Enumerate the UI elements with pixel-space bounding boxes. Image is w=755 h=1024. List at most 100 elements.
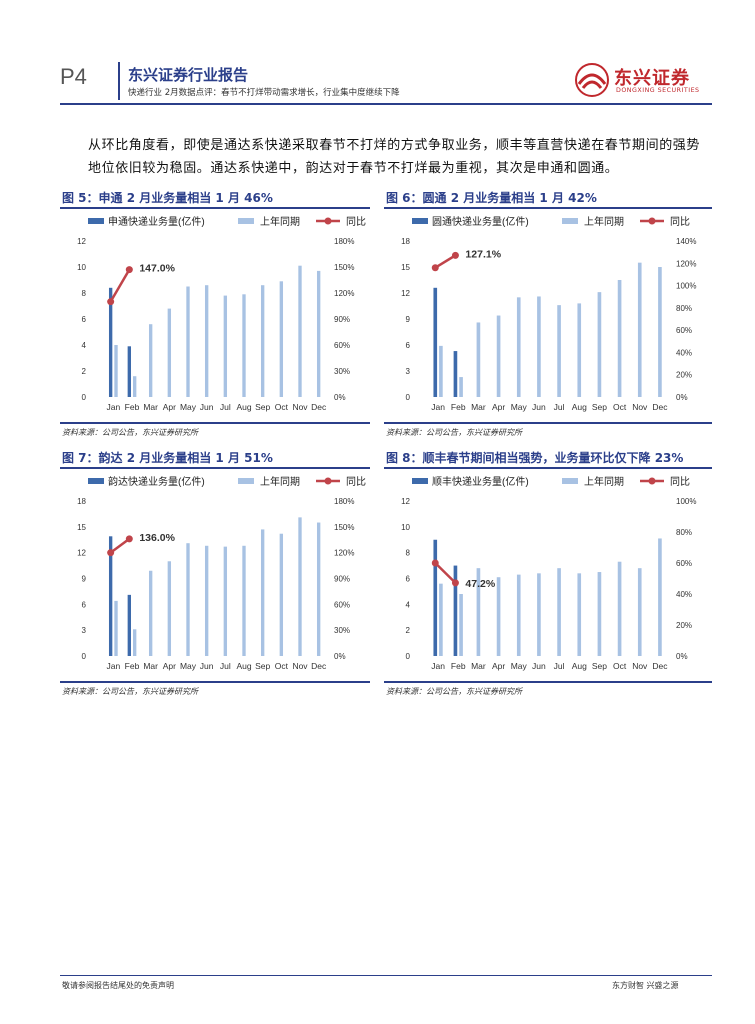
bar-prior bbox=[459, 377, 463, 397]
y2-tick-label: 0% bbox=[676, 652, 688, 661]
y2-tick-label: 80% bbox=[676, 304, 692, 313]
y2-tick-label: 0% bbox=[334, 393, 346, 402]
x-tick-label: Sep bbox=[255, 661, 270, 671]
page-number: P4 bbox=[60, 64, 87, 89]
x-tick-label: Jan bbox=[106, 402, 120, 412]
x-tick-label: Aug bbox=[572, 661, 587, 671]
legend-label-yoy: 同比 bbox=[346, 476, 366, 488]
y2-tick-label: 40% bbox=[676, 590, 692, 599]
yoy-annotation: 47.2% bbox=[465, 578, 495, 590]
bar-prior bbox=[114, 345, 118, 397]
x-tick-label: Sep bbox=[592, 402, 607, 412]
bar-prior bbox=[242, 294, 246, 397]
y2-tick-label: 180% bbox=[334, 497, 354, 506]
legend-marker-yoy bbox=[648, 477, 656, 485]
y2-tick-label: 120% bbox=[334, 549, 354, 558]
figure-7-rule bbox=[60, 467, 370, 469]
yoy-point bbox=[107, 549, 115, 557]
bar-prior bbox=[557, 305, 561, 397]
bar-prior bbox=[148, 324, 153, 397]
figure-8-source: 资料来源：公司公告，东兴证券研究所 bbox=[386, 687, 522, 696]
legend-swatch-current bbox=[412, 218, 428, 224]
y-tick-label: 18 bbox=[77, 497, 86, 506]
y2-tick-label: 60% bbox=[676, 326, 692, 335]
x-tick-label: May bbox=[511, 402, 528, 412]
legend-swatch-prior bbox=[238, 218, 254, 224]
bar-prior bbox=[279, 281, 284, 397]
bar-prior bbox=[439, 345, 443, 397]
figure-6-source: 资料来源：公司公告，东兴证券研究所 bbox=[386, 428, 522, 437]
x-tick-label: Nov bbox=[632, 661, 648, 671]
x-tick-label: Dec bbox=[652, 402, 668, 412]
figure-5-rule bbox=[60, 207, 370, 209]
bar-prior bbox=[223, 295, 228, 397]
y-tick-label: 9 bbox=[406, 315, 411, 324]
y-tick-label: 10 bbox=[401, 523, 410, 532]
bar-current bbox=[127, 594, 131, 656]
x-tick-label: Mar bbox=[143, 402, 158, 412]
y-tick-label: 12 bbox=[401, 497, 410, 506]
footer-slogan: 东方财智 兴盛之源 bbox=[612, 981, 679, 990]
x-tick-label: May bbox=[180, 661, 197, 671]
bar-prior bbox=[186, 543, 190, 656]
x-tick-label: Apr bbox=[163, 402, 176, 412]
x-tick-label: Mar bbox=[471, 661, 486, 671]
y2-tick-label: 30% bbox=[334, 626, 350, 635]
y2-tick-label: 140% bbox=[676, 237, 696, 246]
legend-swatch-prior bbox=[238, 478, 254, 484]
y-tick-label: 8 bbox=[82, 289, 87, 298]
y-tick-label: 0 bbox=[406, 393, 411, 402]
bar-prior bbox=[658, 538, 662, 656]
bar-prior bbox=[260, 529, 265, 656]
y2-tick-label: 20% bbox=[676, 371, 692, 380]
x-tick-label: Nov bbox=[632, 402, 648, 412]
bar-prior bbox=[242, 545, 246, 656]
figure-6-bottom-rule bbox=[384, 422, 712, 424]
y-tick-label: 0 bbox=[406, 652, 411, 661]
x-tick-label: Aug bbox=[572, 402, 587, 412]
yoy-line bbox=[434, 562, 457, 584]
x-tick-label: Jul bbox=[220, 661, 231, 671]
y2-tick-label: 20% bbox=[676, 621, 692, 630]
y-tick-label: 12 bbox=[77, 549, 86, 558]
figure-7-chart: 韵达快递业务量(亿件) 上年同期 同比03691215180%30%60%90%12… bbox=[77, 475, 366, 671]
bar-prior bbox=[537, 573, 541, 656]
y-tick-label: 2 bbox=[82, 367, 87, 376]
bar-prior bbox=[557, 568, 561, 656]
figure-5-bottom-rule bbox=[60, 422, 370, 424]
legend-swatch-current bbox=[412, 478, 428, 484]
legend-label-current: 韵达快递业务量(亿件) bbox=[108, 475, 205, 488]
bar-prior bbox=[617, 561, 622, 656]
y-tick-label: 18 bbox=[401, 237, 410, 246]
legend-swatch-current bbox=[88, 218, 104, 224]
y-tick-label: 15 bbox=[401, 263, 410, 272]
yoy-point bbox=[125, 266, 133, 274]
y-tick-label: 2 bbox=[406, 626, 411, 635]
y2-tick-label: 120% bbox=[334, 289, 354, 298]
x-tick-label: Dec bbox=[652, 661, 668, 671]
header-rule bbox=[60, 103, 712, 105]
bar-prior bbox=[476, 322, 481, 397]
y-tick-label: 4 bbox=[406, 600, 411, 609]
yoy-point bbox=[431, 559, 439, 567]
legend-label-prior: 上年同期 bbox=[260, 475, 300, 488]
x-tick-label: Oct bbox=[275, 661, 289, 671]
yoy-annotation: 127.1% bbox=[465, 248, 501, 260]
report-subtitle: 快递行业 2月数据点评：春节不打烊带动需求增长，行业集中度继续下降 bbox=[128, 88, 400, 98]
y2-tick-label: 120% bbox=[676, 259, 696, 268]
bar-prior bbox=[439, 583, 443, 656]
y2-tick-label: 80% bbox=[676, 528, 692, 537]
bar-prior bbox=[459, 594, 463, 656]
figure-8-chart: 顺丰快递业务量(亿件) 上年同期 同比 0 2 4 6 8 10 12 0% 20% 40% 60% 80%… bbox=[401, 475, 696, 671]
bar-prior bbox=[186, 286, 190, 397]
y-tick-label: 6 bbox=[82, 600, 87, 609]
y-tick-label: 15 bbox=[77, 523, 86, 532]
x-tick-label: Jun bbox=[200, 661, 214, 671]
yoy-annotation: 136.0% bbox=[139, 532, 175, 544]
bar-prior bbox=[597, 292, 602, 397]
y-tick-label: 3 bbox=[82, 626, 87, 635]
y-tick-label: 4 bbox=[82, 341, 87, 350]
bar-prior bbox=[148, 570, 153, 656]
bar-current bbox=[433, 287, 438, 397]
y2-tick-label: 90% bbox=[334, 575, 350, 584]
